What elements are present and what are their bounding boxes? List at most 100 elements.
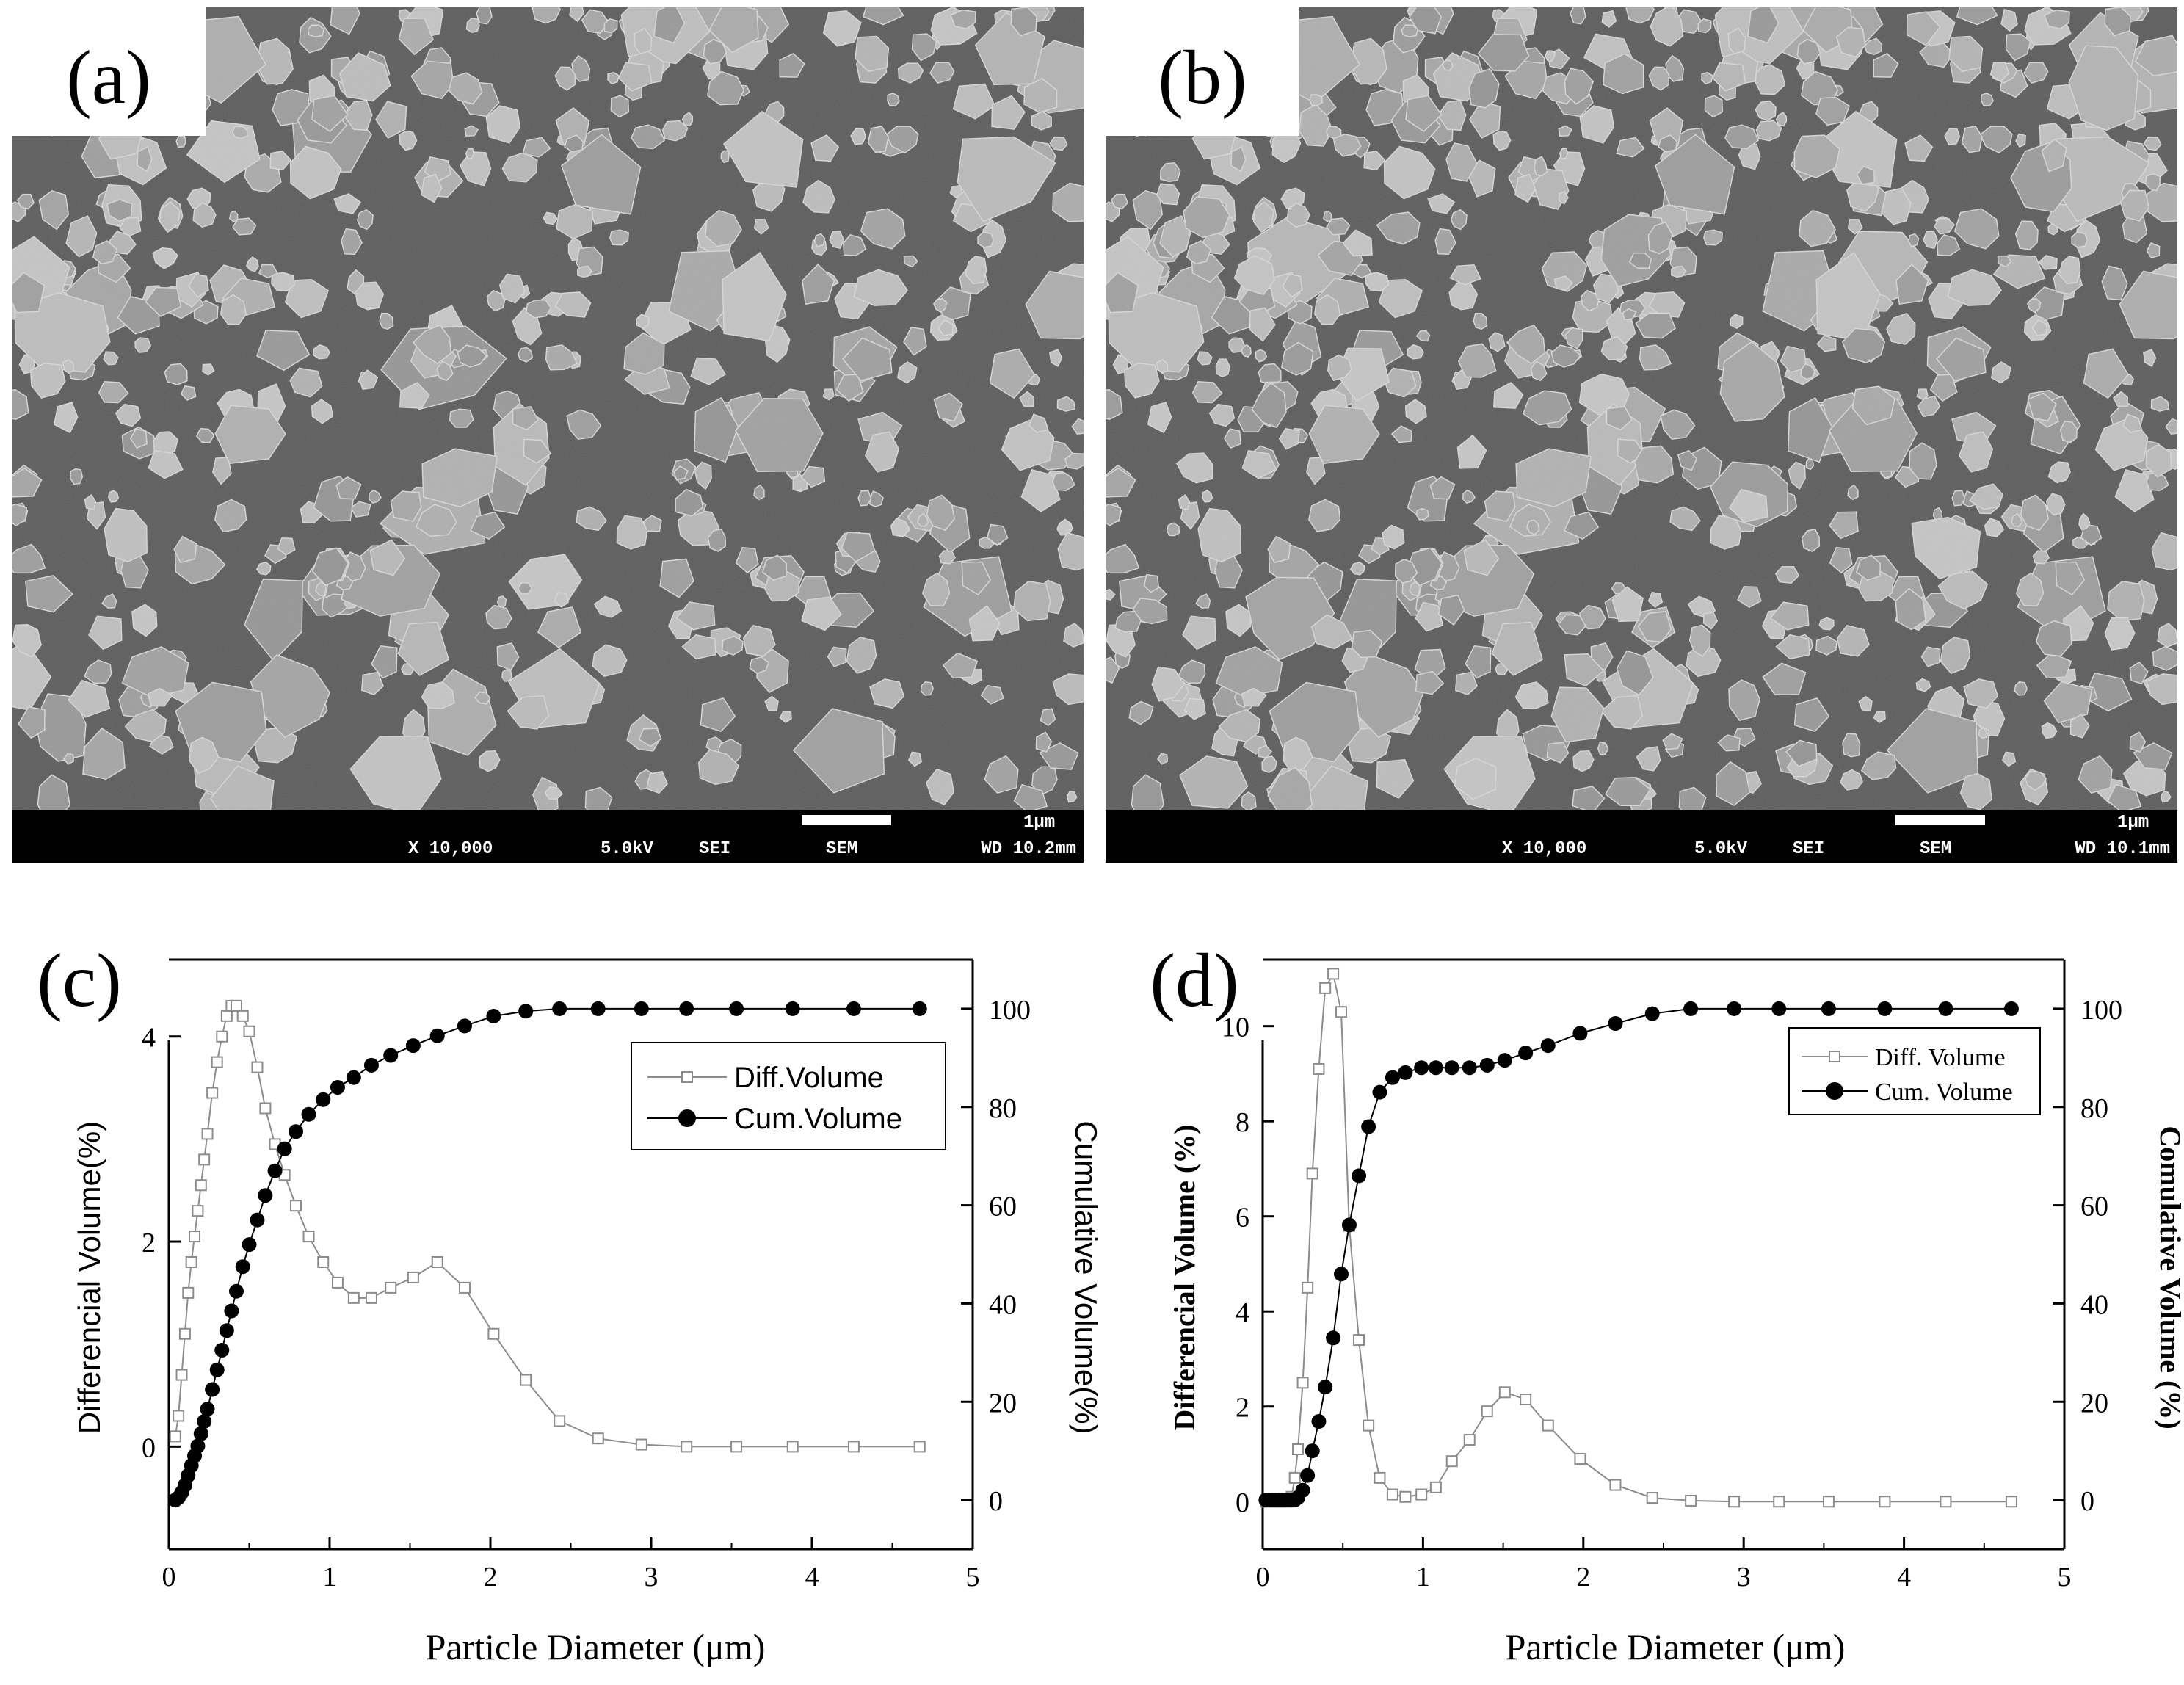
cum-volume-point bbox=[205, 1382, 220, 1397]
voltage-b: 5.0kV bbox=[1694, 839, 1748, 859]
cum-volume-point bbox=[193, 1426, 208, 1441]
chart-c-xlabel: Particle Diameter (μm) bbox=[426, 1626, 766, 1667]
x-tick-label: 0 bbox=[1256, 1562, 1270, 1592]
panel-label-b: (b) bbox=[1158, 35, 1247, 120]
cum-volume-point bbox=[1821, 1001, 1836, 1016]
diff-volume-point bbox=[1363, 1419, 1375, 1432]
cum-volume-point bbox=[1608, 1015, 1623, 1031]
cum-volume-point bbox=[1497, 1053, 1512, 1068]
cum-volume-point bbox=[634, 1001, 649, 1016]
diff-volume-point bbox=[347, 1291, 360, 1304]
cum-volume-point bbox=[1372, 1084, 1387, 1100]
y2-tick-label: 40 bbox=[989, 1289, 1017, 1320]
cum-volume-point bbox=[1361, 1119, 1376, 1134]
legend-c: Diff.Volume Cum.Volume bbox=[631, 1042, 946, 1150]
diff-volume-point bbox=[913, 1441, 926, 1453]
diff-volume-point bbox=[1879, 1496, 1891, 1508]
x-tick-label: 3 bbox=[1737, 1562, 1751, 1592]
diff-volume-point bbox=[243, 1025, 255, 1037]
diff-volume-point bbox=[1292, 1443, 1305, 1456]
sem-info-bar-a bbox=[12, 810, 1084, 863]
diff-volume-point bbox=[1498, 1386, 1511, 1399]
diff-volume-point bbox=[169, 1430, 181, 1443]
cum-volume-point bbox=[1572, 1026, 1588, 1041]
legend-d-diff-marker bbox=[1829, 1051, 1840, 1062]
diff-volume-point bbox=[206, 1087, 219, 1099]
y-tick-label: 2 bbox=[142, 1228, 156, 1258]
diff-volume-point bbox=[1327, 968, 1340, 980]
panel-label-c: (c) bbox=[37, 938, 121, 1023]
cum-volume-point bbox=[1295, 1482, 1310, 1498]
diff-volume-point bbox=[230, 999, 242, 1012]
cum-volume-point bbox=[679, 1001, 694, 1016]
diff-volume-point bbox=[1429, 1481, 1442, 1493]
y-tick-label: 6 bbox=[1236, 1203, 1249, 1233]
legend-d-cum-label: Cum. Volume bbox=[1875, 1079, 2013, 1106]
legend-d-box bbox=[1788, 1027, 2041, 1115]
diff-volume-point bbox=[189, 1231, 201, 1243]
diff-volume-point bbox=[1415, 1488, 1428, 1501]
diff-volume-point bbox=[192, 1205, 204, 1217]
x-tick-label: 0 bbox=[162, 1562, 176, 1592]
chart-d-y2label: Comulative Volume (%) bbox=[2154, 1126, 2184, 1429]
x-tick-label: 3 bbox=[645, 1562, 659, 1592]
cum-volume-point bbox=[267, 1163, 283, 1178]
diff-volume-point bbox=[201, 1128, 214, 1140]
diff-volume-point bbox=[1335, 1006, 1348, 1018]
diff-volume-point bbox=[592, 1432, 604, 1445]
legend-c-diff-label: Diff.Volume bbox=[734, 1062, 884, 1094]
cum-volume-point bbox=[486, 1008, 501, 1023]
diff-volume-point bbox=[431, 1255, 443, 1268]
diff-volume-point bbox=[198, 1153, 211, 1166]
diff-volume-point bbox=[211, 1056, 223, 1068]
magnification-a: X 10,000 bbox=[408, 839, 493, 859]
diff-volume-point bbox=[251, 1061, 264, 1073]
y-tick-label: 8 bbox=[1236, 1107, 1249, 1138]
cum-volume-point bbox=[552, 1001, 567, 1016]
sem-info-bar-b bbox=[1106, 810, 2177, 863]
diff-volume-point bbox=[365, 1291, 377, 1304]
cum-volume-point bbox=[1305, 1443, 1320, 1459]
diff-volume-point bbox=[554, 1415, 566, 1427]
cum-volume-point bbox=[224, 1303, 239, 1319]
legend-c-cum-label: Cum.Volume bbox=[734, 1103, 902, 1135]
chart-c-y2label: Cumulative Volume(%) bbox=[1069, 1120, 1103, 1434]
x-tick-label: 1 bbox=[323, 1562, 337, 1592]
cum-volume-point bbox=[250, 1212, 265, 1228]
chart-d-marks bbox=[1258, 968, 2019, 1508]
diff-volume-point bbox=[290, 1200, 302, 1212]
diff-volume-point bbox=[1542, 1419, 1554, 1432]
diff-volume-point bbox=[173, 1410, 185, 1422]
cum-volume-point bbox=[590, 1001, 606, 1016]
chart-d-xlabel: Particle Diameter (μm) bbox=[1506, 1626, 1846, 1667]
cum-volume-point bbox=[1877, 1001, 1893, 1016]
wd-a: WD 10.2mm bbox=[981, 839, 1076, 859]
y2-tick-label: 80 bbox=[989, 1093, 1017, 1124]
chart-c-marks bbox=[167, 999, 927, 1508]
cum-volume-point bbox=[1352, 1168, 1367, 1184]
cum-volume-point bbox=[258, 1188, 273, 1203]
y2-tick-label: 100 bbox=[989, 995, 1031, 1026]
scale-bar-a bbox=[802, 815, 891, 825]
magnification-b: X 10,000 bbox=[1502, 839, 1586, 859]
y2-tick-label: 80 bbox=[2080, 1093, 2108, 1124]
cum-volume-point bbox=[1644, 1006, 1660, 1021]
diff-volume-point bbox=[1296, 1377, 1309, 1389]
diff-volume-point bbox=[1353, 1334, 1365, 1347]
diff-volume-point bbox=[407, 1271, 419, 1283]
x-tick-label: 4 bbox=[1897, 1562, 1911, 1592]
y-tick-label: 0 bbox=[142, 1432, 156, 1463]
y2-tick-label: 100 bbox=[2080, 995, 2122, 1026]
diff-volume-point bbox=[681, 1441, 693, 1453]
diff-volume-point bbox=[236, 1010, 249, 1022]
diff-volume-point bbox=[847, 1441, 860, 1453]
cum-volume-point bbox=[242, 1237, 257, 1253]
cum-volume-point bbox=[1771, 1001, 1787, 1016]
cum-volume-point bbox=[1444, 1060, 1459, 1076]
scale-label-a: 1μm bbox=[1023, 813, 1055, 833]
diff-volume-point bbox=[185, 1255, 197, 1268]
